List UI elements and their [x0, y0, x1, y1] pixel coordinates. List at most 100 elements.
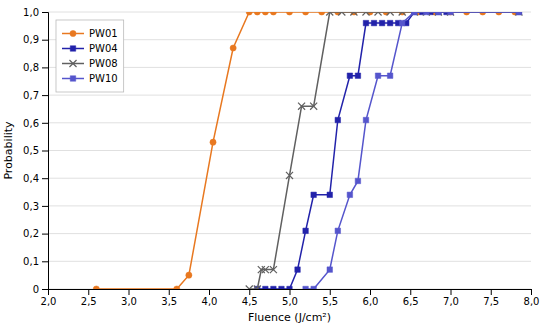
- y-tick-label: 0,1: [23, 256, 39, 267]
- point: [338, 12, 345, 16]
- point: [355, 73, 360, 78]
- y-tick-mark: [42, 67, 48, 68]
- legend-symbol: [70, 30, 76, 36]
- point: [412, 12, 417, 15]
- grid-line: [48, 95, 531, 96]
- y-tick-mark: [42, 289, 48, 290]
- x-tick-label: 3,5: [161, 296, 177, 307]
- point: [303, 286, 308, 289]
- y-tick-label: 0: [33, 284, 39, 295]
- legend-item: PW10: [62, 73, 118, 84]
- marks: [93, 12, 522, 289]
- series-line: [96, 12, 515, 289]
- series-line: [249, 12, 519, 289]
- x-tick-label: 7,0: [443, 296, 459, 307]
- x-tick-label: 6,5: [403, 296, 419, 307]
- point: [362, 12, 369, 16]
- series: [246, 12, 523, 289]
- y-tick-label: 0,3: [23, 201, 39, 212]
- legend-item: PW08: [62, 58, 118, 69]
- point: [363, 117, 368, 122]
- x-tick-mark: [451, 289, 452, 295]
- x-tick-mark: [330, 289, 331, 295]
- point: [435, 12, 442, 16]
- point: [262, 266, 269, 273]
- point: [270, 12, 276, 15]
- y-tick-label: 0,9: [23, 34, 39, 45]
- x-tick-mark: [129, 289, 130, 295]
- y-tick: 1,0: [23, 7, 48, 18]
- series-line: [306, 12, 519, 289]
- x-tick: 4,0: [202, 289, 218, 307]
- y-tick: 0,8: [23, 62, 48, 73]
- point: [310, 103, 317, 110]
- x-tick: 3,5: [161, 289, 177, 307]
- legend-symbol: [69, 60, 76, 67]
- x-tick: 4,5: [242, 289, 258, 307]
- point: [254, 12, 260, 15]
- x-tick-mark: [531, 289, 532, 295]
- plot: 2,02,53,03,54,04,55,05,56,06,57,07,58,00…: [23, 7, 539, 307]
- grid-line: [48, 150, 531, 151]
- point: [174, 286, 180, 289]
- legend-label: PW04: [89, 43, 118, 54]
- point: [335, 228, 340, 233]
- point: [424, 12, 429, 15]
- y-tick: 0,1: [23, 256, 48, 267]
- point: [303, 228, 308, 233]
- point: [335, 117, 340, 122]
- point: [254, 285, 261, 289]
- y-tick-mark: [42, 206, 48, 207]
- point: [516, 12, 521, 15]
- y-tick: 0,2: [23, 228, 48, 239]
- x-tick-mark: [209, 289, 210, 295]
- y-tick: 0,4: [23, 173, 48, 184]
- y-tick-label: 0,5: [23, 145, 39, 156]
- y-tick: 0: [33, 284, 48, 295]
- y-tick-mark: [42, 261, 48, 262]
- grid-line: [48, 205, 531, 206]
- point: [210, 139, 216, 145]
- point: [399, 20, 404, 25]
- x-tick-label: 4,0: [202, 296, 218, 307]
- y-tick-mark: [42, 95, 48, 96]
- point: [326, 12, 333, 16]
- x-tick-label: 5,0: [282, 296, 298, 307]
- point: [515, 12, 522, 16]
- y-tick: 0,6: [23, 118, 48, 129]
- x-tick: 3,0: [121, 289, 137, 307]
- y-tick-label: 0,7: [23, 90, 39, 101]
- y-tick-mark: [42, 151, 48, 152]
- x-tick-label: 6,0: [363, 296, 379, 307]
- point: [347, 192, 352, 197]
- x-tick-mark: [290, 289, 291, 295]
- legend-label: PW10: [89, 73, 118, 84]
- point: [279, 286, 284, 289]
- point: [371, 20, 376, 25]
- x-tick: 5,5: [322, 289, 338, 307]
- point: [347, 73, 352, 78]
- x-tick-label: 3,0: [121, 296, 137, 307]
- x-tick-label: 8,0: [524, 296, 540, 307]
- y-tick: 0,9: [23, 34, 48, 45]
- y-tick-label: 1,0: [23, 7, 39, 18]
- point: [287, 286, 292, 289]
- legend-symbol: [70, 46, 75, 51]
- x-axis-line: [49, 290, 532, 296]
- x-tick-mark: [88, 289, 89, 295]
- point: [303, 12, 309, 15]
- legend-label: PW01: [89, 28, 118, 39]
- grid-line: [48, 233, 531, 234]
- x-tick: 5,0: [282, 289, 298, 307]
- x-tick: 8,0: [524, 289, 540, 307]
- point: [379, 20, 384, 25]
- point: [387, 20, 392, 25]
- point: [516, 12, 521, 15]
- point: [363, 20, 368, 25]
- legend: PW01 PW04 PW08 PW10: [56, 20, 124, 92]
- x-tick-mark: [491, 289, 492, 295]
- y-axis-title: Probability: [2, 121, 15, 180]
- x-tick-label: 5,5: [322, 296, 338, 307]
- point: [399, 12, 406, 16]
- x-tick-label: 2,0: [41, 296, 57, 307]
